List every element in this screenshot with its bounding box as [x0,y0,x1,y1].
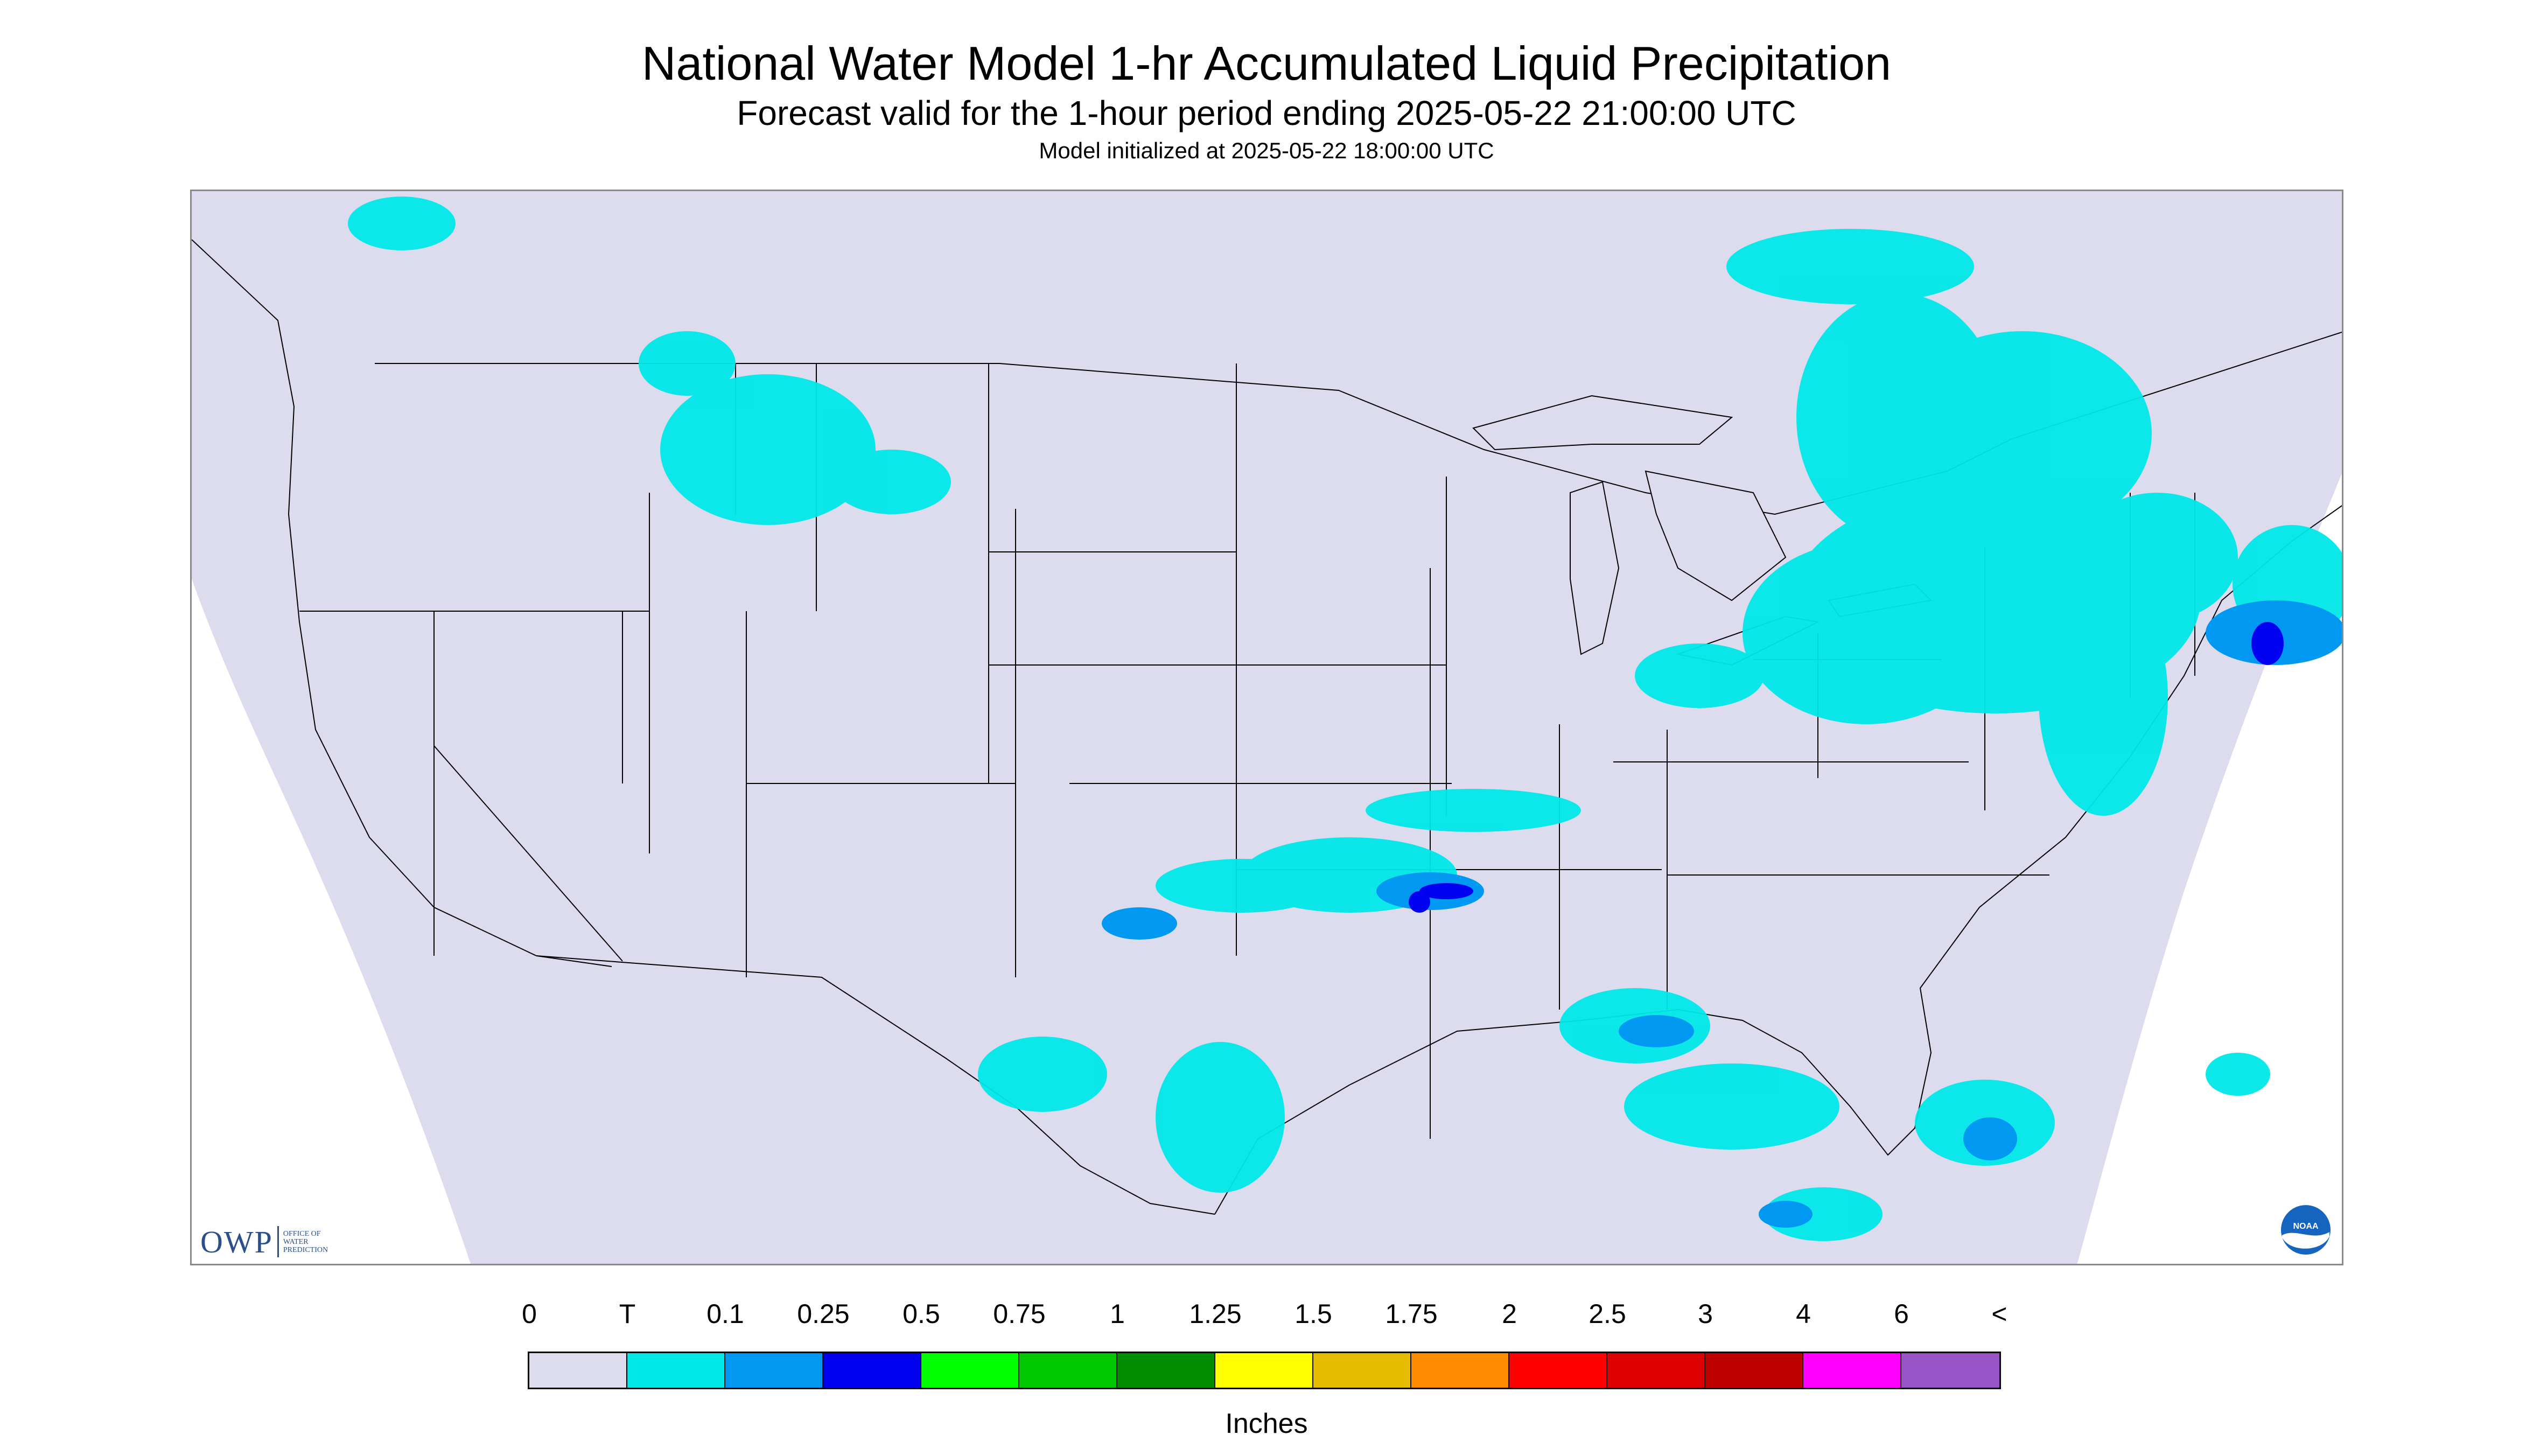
legend-label: 0.25 [797,1299,850,1329]
precip-area [1156,859,1328,913]
colorbar-swatch [1313,1353,1411,1388]
precip-area [1963,1117,2017,1160]
state-line-west [299,363,817,962]
owp-logo-text: OWP [200,1224,273,1259]
lake-michigan [1570,481,1620,655]
owp-logo-subtext: OFFICE OF WATER PREDICTION [283,1229,328,1254]
precip-area [639,331,736,396]
owp-logo-separator [277,1226,279,1257]
legend-label: < [1991,1299,2007,1329]
legend-label: 1.25 [1189,1299,1242,1329]
precip-area [1726,229,1974,304]
colorbar-swatch [1411,1353,1509,1388]
precip-area [1635,643,1764,708]
legend-label: 1.75 [1385,1299,1438,1329]
colorbar-swatch [529,1353,627,1388]
colorbar-swatch [1803,1353,1901,1388]
precip-area [660,374,876,525]
west-coast [192,239,612,967]
colorbar-swatch [1901,1353,1999,1388]
chart-title: National Water Model 1-hr Accumulated Li… [641,37,1892,90]
legend-colorbar [528,1352,2001,1389]
svg-text:NOAA: NOAA [2293,1222,2319,1231]
lake-superior [1472,395,1733,451]
colorbar-swatch [1215,1353,1313,1388]
colorbar-swatch [921,1353,1019,1388]
precip-area [1409,891,1430,913]
precip-area [1743,541,1990,724]
colorbar-swatch [1117,1353,1215,1388]
colorbar-swatch [1705,1353,1803,1388]
legend-label: 0.75 [993,1299,1046,1329]
precip-area [1759,1201,1813,1228]
legend-label: 0.1 [706,1299,744,1329]
map-svg [192,191,2342,1264]
precip-area [1419,883,1473,899]
legend-label: 1.5 [1295,1299,1332,1329]
precip-area [2206,1053,2270,1096]
chart-subtitle: Forecast valid for the 1-hour period end… [737,94,1796,132]
legend-label: 6 [1894,1299,1909,1329]
owp-logo: OWP OFFICE OF WATER PREDICTION [200,1224,328,1259]
legend-label: 0 [522,1299,537,1329]
colorbar-swatch [725,1353,823,1388]
colorbar-swatch [1509,1353,1607,1388]
legend-label: T [619,1299,636,1329]
legend-label: 0.5 [902,1299,940,1329]
precip-area [348,197,456,250]
precip-area [1764,1187,1883,1241]
noaa-logo: NOAA [2281,1205,2331,1255]
precip-area [978,1037,1107,1112]
precip-area [2039,579,2168,816]
legend-label: 3 [1698,1299,1713,1329]
legend-labels: 0 T 0.1 0.25 0.5 0.75 1 1.25 1.5 1.75 2 2.5 3 4 6 < [0,1298,2533,1335]
legend-label: 4 [1796,1299,1811,1329]
gulf-coast [1214,505,2342,1215]
precip-area [1156,1042,1285,1193]
precip-area [1624,1063,1839,1150]
legend-label: 2 [1502,1299,1517,1329]
precip-moderate [1409,622,2284,913]
colorbar-swatch [627,1353,725,1388]
precipitation-map [190,190,2343,1265]
legend-units: Inches [1225,1408,1308,1439]
precip-area [832,450,951,514]
colorbar-swatch [1019,1353,1117,1388]
lake-huron [1645,470,1787,601]
colorbar-swatch [823,1353,921,1388]
precip-area [2251,622,2284,665]
precip-area [1366,789,1581,832]
colorbar-swatch [1607,1353,1705,1388]
precip-area [1619,1015,1694,1047]
model-init-text: Model initialized at 2025-05-22 18:00:00… [1039,138,1494,163]
precip-area [1102,907,1177,940]
legend-label: 1 [1110,1299,1125,1329]
precip-area [1893,331,2152,536]
legend-label: 2.5 [1589,1299,1626,1329]
